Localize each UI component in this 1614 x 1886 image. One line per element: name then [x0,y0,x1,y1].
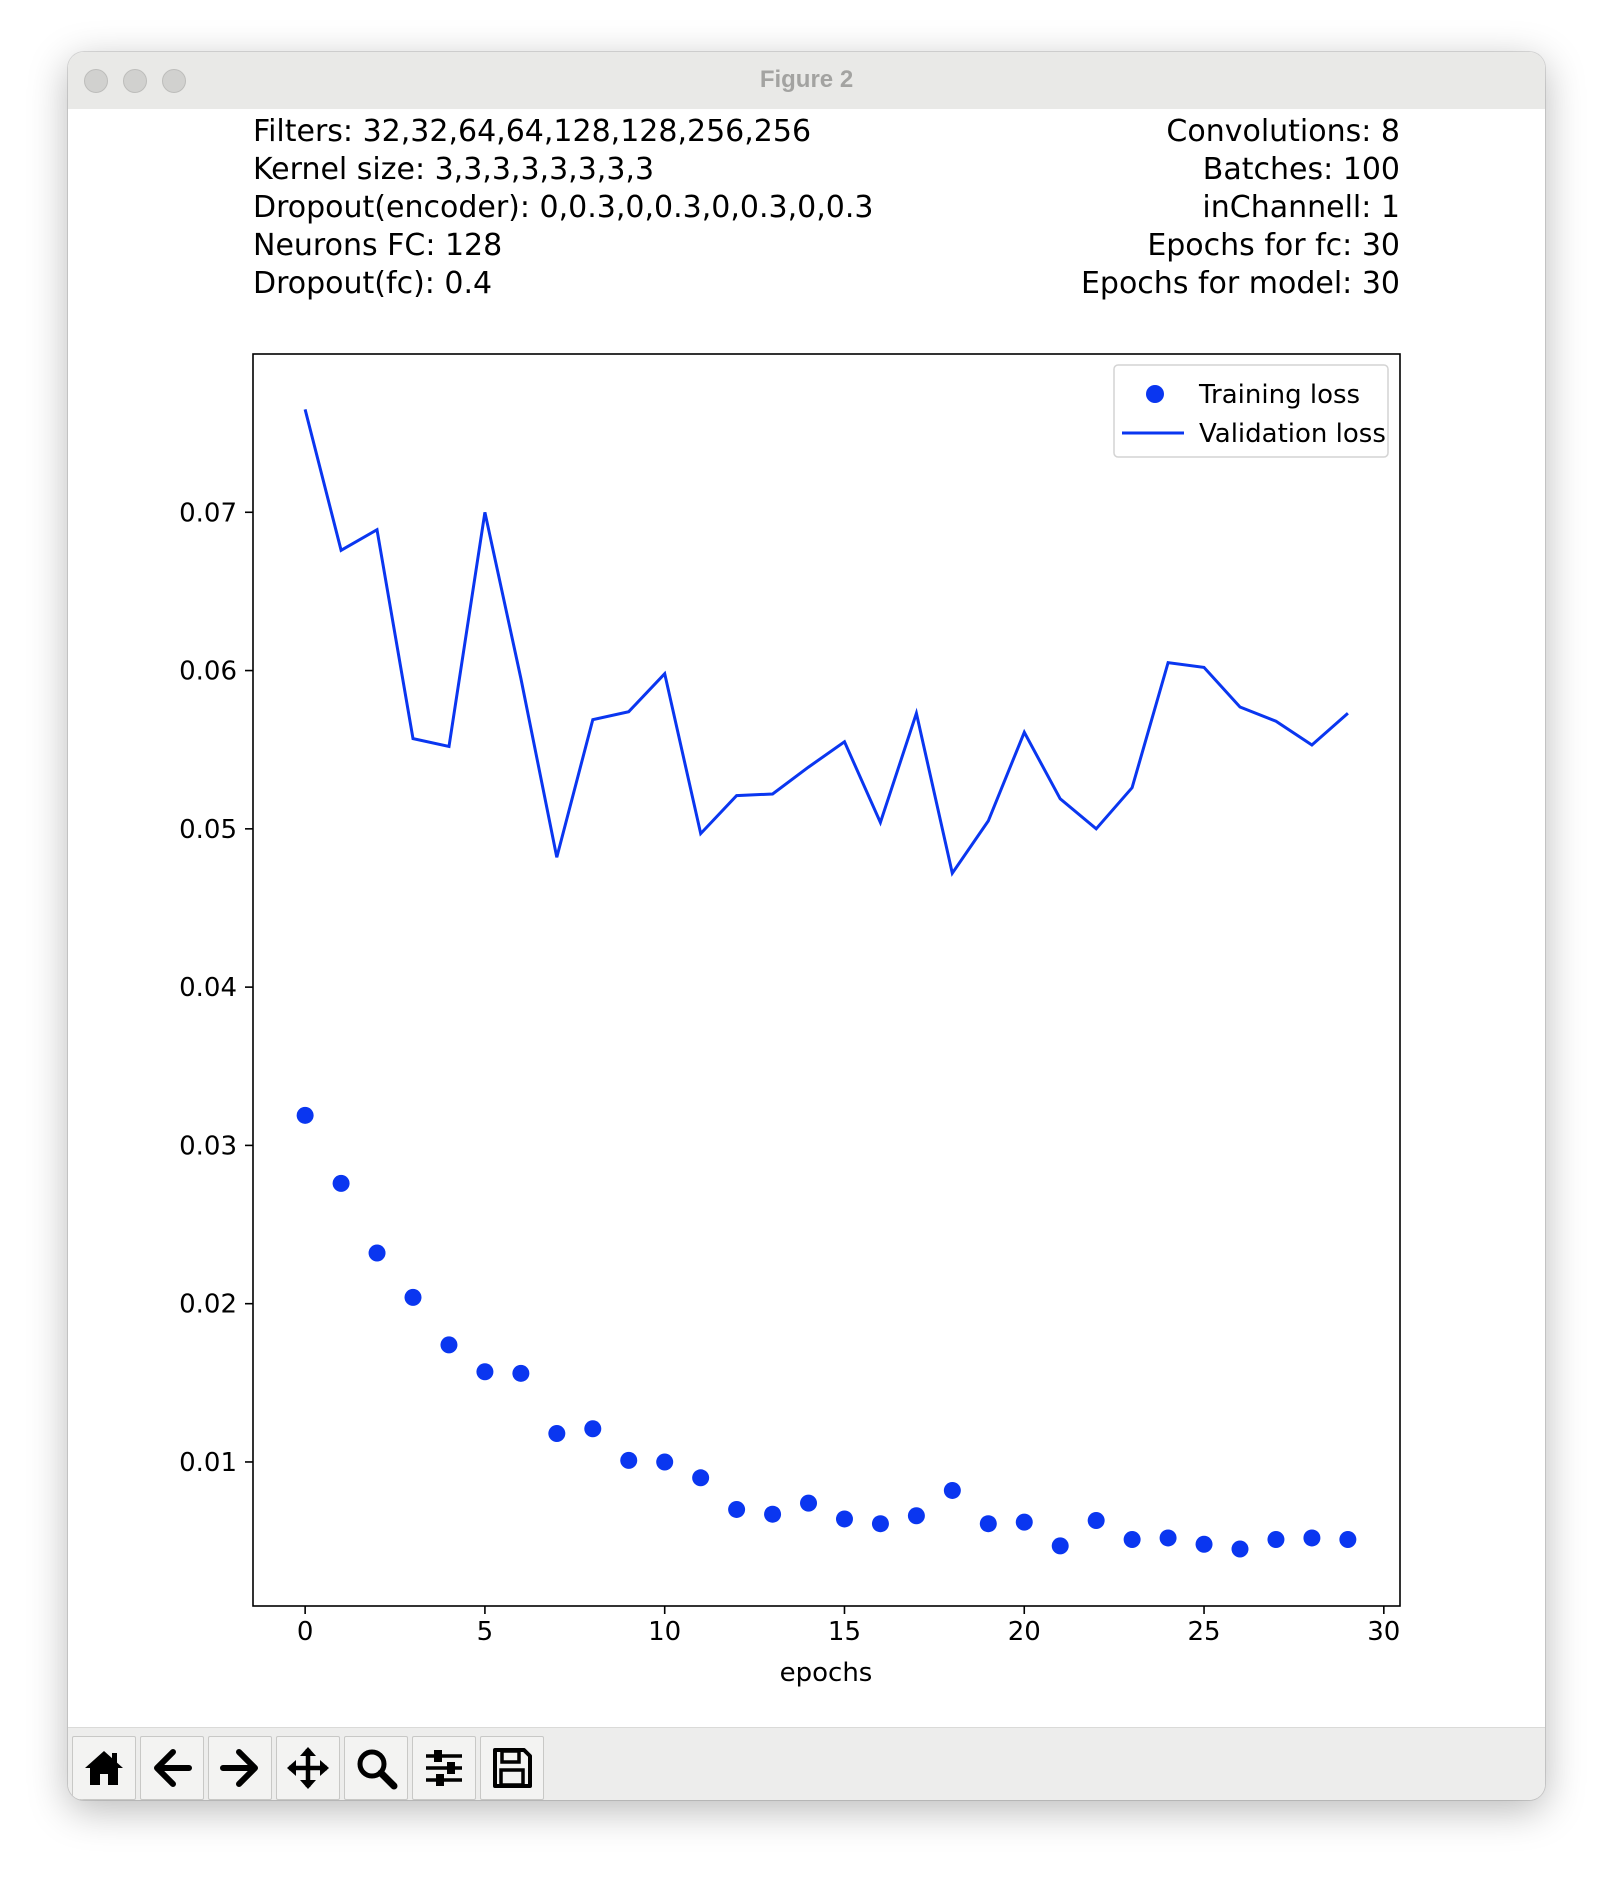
info-epochs-fc: Epochs for fc: 30 [1147,228,1400,263]
training-loss-point [835,1510,853,1528]
info-dropout-fc: Dropout(fc): 0.4 [253,266,492,301]
validation-loss-line [303,409,1349,877]
configure-subplots-button[interactable] [412,1736,476,1800]
training-loss-point [979,1515,997,1533]
training-loss-point [512,1364,530,1382]
y-tick-label: 0.02 [179,1290,237,1320]
info-dropout-encoder: Dropout(encoder): 0,0.3,0,0.3,0,0.3,0,0.… [253,190,873,225]
training-loss-point [368,1244,386,1262]
magnifier-icon [357,1749,398,1790]
training-loss-point [404,1288,422,1306]
legend-training-marker [1146,385,1164,403]
training-loss-point [476,1363,494,1381]
training-loss-point [656,1453,674,1471]
training-loss-point [800,1494,818,1512]
info-in-channel: inChannell: 1 [1202,190,1400,225]
training-loss-point [296,1106,314,1124]
loss-chart[interactable]: Filters: 32,32,64,64,128,128,256,256 Ker… [68,109,1545,1783]
plot-area[interactable] [252,353,1401,1607]
training-loss-point [1159,1529,1177,1547]
x-axis-label: epochs [780,1658,873,1688]
sliders-icon [426,1750,462,1786]
save-button[interactable] [480,1736,544,1800]
training-loss-point [1303,1529,1321,1547]
x-tick-label: 30 [1367,1617,1400,1647]
y-tick-label: 0.07 [179,498,237,528]
home-icon [85,1751,123,1785]
navigation-toolbar [68,1727,1545,1800]
training-loss-point [692,1469,710,1487]
y-tick-label: 0.06 [179,657,237,687]
training-loss-point [620,1451,638,1469]
figure-window: Figure 2 Filters: 32,32,64,64,128,128,25… [68,52,1545,1800]
info-left: Filters: 32,32,64,64,128,128,256,256 Ker… [253,114,873,301]
training-loss-point [1267,1531,1285,1549]
training-loss-point [440,1336,458,1354]
zoom-button[interactable] [344,1736,408,1800]
home-button[interactable] [72,1736,136,1800]
y-tick-label: 0.05 [179,815,237,845]
y-tick-label: 0.01 [179,1448,237,1478]
x-tick-label: 0 [297,1617,314,1647]
move-icon [287,1747,329,1789]
back-button[interactable] [140,1736,204,1800]
training-loss-point [907,1507,925,1525]
training-loss-point [332,1174,350,1192]
info-right: Convolutions: 8 Batches: 100 inChannell:… [1081,114,1400,301]
x-tick-label: 25 [1187,1617,1220,1647]
training-loss-point [764,1505,782,1523]
info-batches: Batches: 100 [1203,152,1400,187]
training-loss-point [1051,1537,1069,1555]
training-loss-point [1123,1531,1141,1549]
zoom-window-button[interactable] [162,69,186,93]
y-tick-label: 0.03 [179,1131,237,1161]
minimize-window-button[interactable] [123,69,147,93]
floppy-disk-icon [493,1748,532,1788]
close-window-button[interactable] [84,69,108,93]
x-tick-label: 5 [477,1617,494,1647]
info-filters: Filters: 32,32,64,64,128,128,256,256 [253,114,811,149]
title-bar[interactable]: Figure 2 [68,52,1545,110]
training-loss-point [728,1500,746,1518]
info-kernel-size: Kernel size: 3,3,3,3,3,3,3,3 [253,152,654,187]
legend-validation-label: Validation loss [1199,419,1386,449]
training-loss-point [943,1481,961,1499]
x-tick-label: 10 [648,1617,681,1647]
training-loss-point [584,1420,602,1438]
training-loss-point [1015,1513,1033,1531]
window-title: Figure 2 [759,66,854,93]
x-tick-label: 20 [1008,1617,1041,1647]
figure-canvas[interactable]: Filters: 32,32,64,64,128,128,256,256 Ker… [68,109,1545,1783]
training-loss-point [1231,1540,1249,1558]
arrow-left-icon [154,1749,192,1787]
legend-training-label: Training loss [1198,380,1360,410]
pan-button[interactable] [276,1736,340,1800]
training-loss-point [1087,1512,1105,1530]
info-convolutions: Convolutions: 8 [1166,114,1400,149]
training-loss-point [871,1515,889,1533]
arrow-right-icon [220,1749,258,1787]
training-loss-point [1339,1531,1357,1549]
forward-button[interactable] [208,1736,272,1800]
info-epochs-model: Epochs for model: 30 [1081,266,1400,301]
y-tick-label: 0.04 [179,973,237,1003]
x-tick-label: 15 [828,1617,861,1647]
training-loss-point [548,1424,566,1442]
training-loss-point [1195,1535,1213,1553]
info-neurons-fc: Neurons FC: 128 [253,228,502,263]
